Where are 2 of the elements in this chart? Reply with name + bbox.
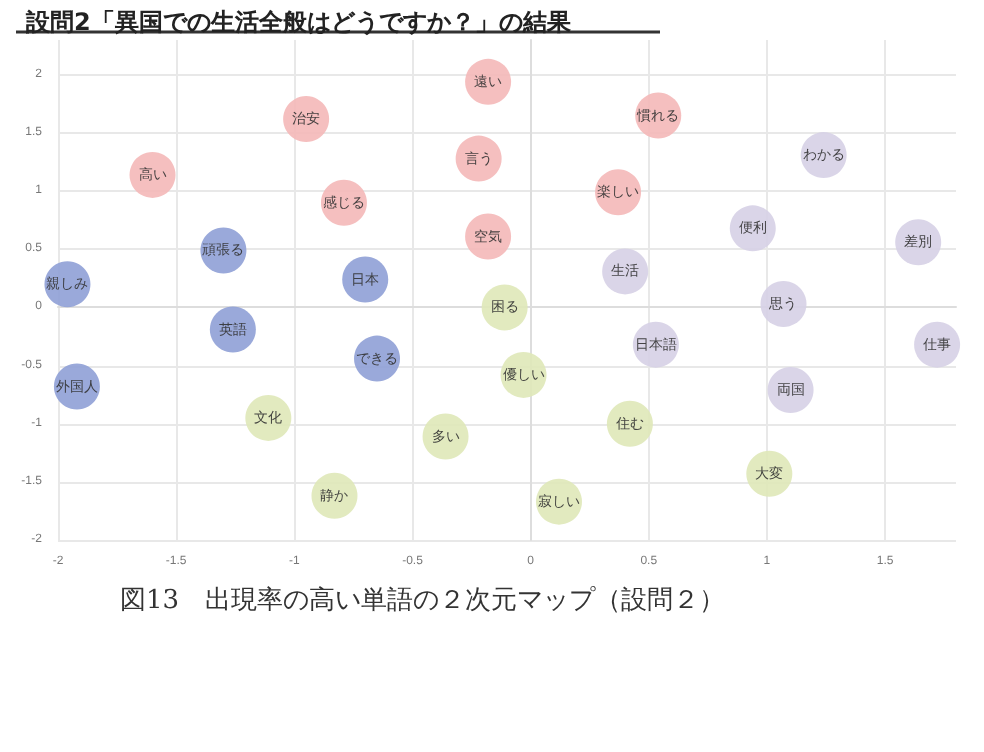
caption: 図13 出現率の高い単語の２次元マップ（設問２） [120, 584, 726, 616]
chart-title: 設問2「異国での生活全般はどうですか？」の結果 [24, 8, 573, 36]
